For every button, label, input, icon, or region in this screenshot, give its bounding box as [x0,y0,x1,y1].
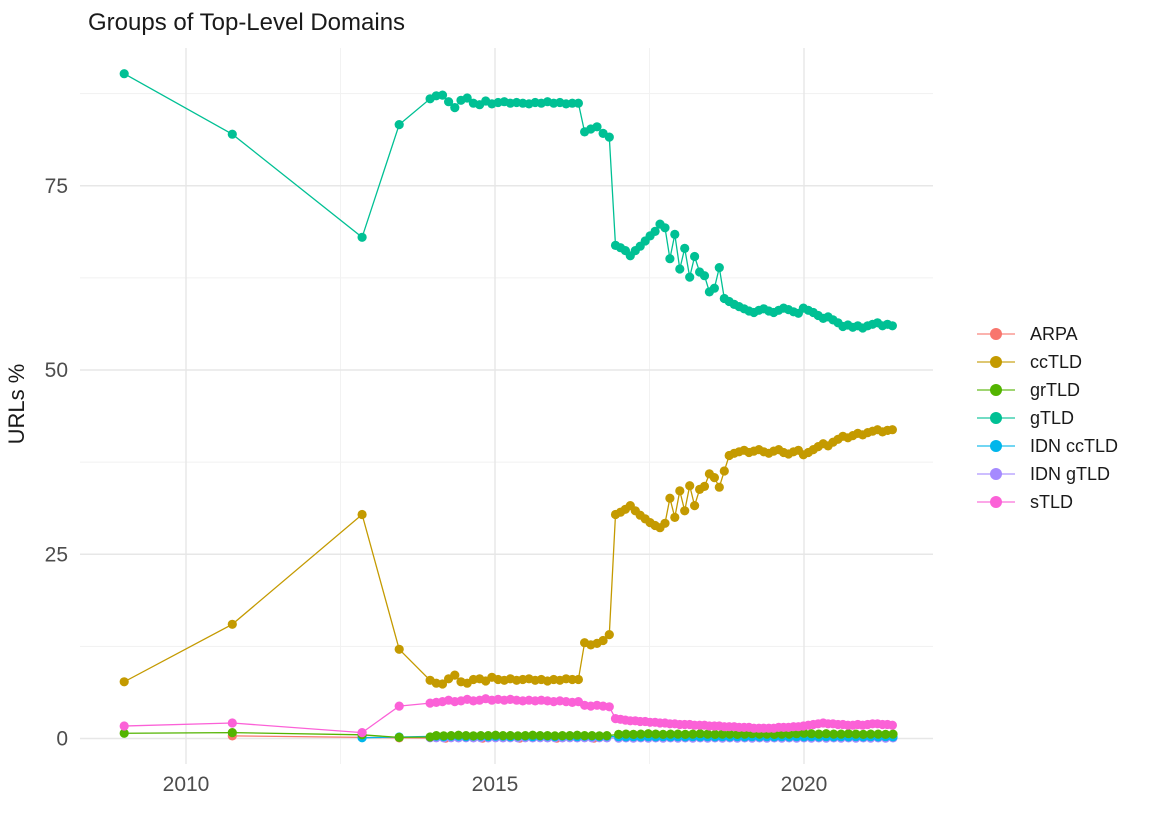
series-stld [119,694,898,738]
legend-key-icon [977,328,1015,340]
y-tick-label: 50 [45,359,68,382]
x-tick-label: 2015 [472,773,519,796]
series-cctld [119,425,898,689]
legend-key-icon [977,496,1015,508]
legend-key-icon [977,356,1015,368]
axis-tick-labels: 0 25 50 75 2010 2015 2020 [45,175,828,796]
legend-label: IDN gTLD [1030,463,1111,484]
y-tick-label: 0 [56,728,68,751]
legend-item-grtld: grTLD [976,376,1118,404]
chart-title: Groups of Top-Level Domains [88,9,405,36]
legend-item-arpa: ARPA [976,320,1118,348]
legend-key-icon [977,412,1015,424]
legend-label: ARPA [1030,323,1078,344]
legend: ARPA ccTLD grTLD gTLD IDN ccTLD IDN gTLD sTLD [976,320,1118,516]
gridlines [80,48,933,764]
x-tick-label: 2010 [163,773,210,796]
x-tick-label: 2020 [781,773,828,796]
legend-key-icon [977,440,1015,452]
y-axis-title: URLs % [4,364,29,445]
legend-key-icon [977,384,1015,396]
data-series [119,69,898,743]
series-gtld [119,69,898,333]
y-tick-label: 25 [45,543,68,566]
legend-key-icon [977,468,1015,480]
legend-label: sTLD [1030,491,1074,512]
legend-item-idn-gtld: IDN gTLD [976,460,1118,488]
legend-label: gTLD [1030,407,1075,428]
legend-label: ccTLD [1030,351,1083,372]
legend-item-gtld: gTLD [976,404,1118,432]
y-tick-label: 75 [45,175,68,198]
legend-item-idn-cctld: IDN ccTLD [976,432,1118,460]
legend-label: IDN ccTLD [1030,435,1119,456]
legend-item-cctld: ccTLD [976,348,1118,376]
legend-label: grTLD [1030,379,1081,400]
legend-item-stld: sTLD [976,488,1118,516]
